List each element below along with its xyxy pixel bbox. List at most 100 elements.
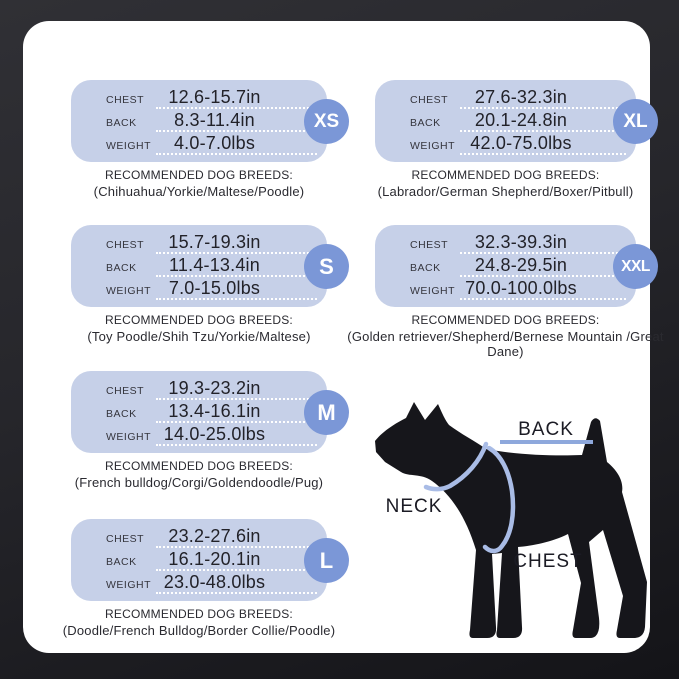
measurement-row: BACK 8.3-11.4in bbox=[106, 109, 317, 132]
breeds-list: (Doodle/French Bulldog/Border Collie/Poo… bbox=[62, 623, 336, 638]
size-block-m: CHEST 19.3-23.2in BACK 13.4-16.1in WEIGH… bbox=[71, 371, 349, 490]
dotted-rule: 42.0-75.0lbs bbox=[460, 130, 626, 155]
size-badge-xl: XL bbox=[613, 99, 658, 144]
back-value: 16.1-20.1in bbox=[168, 549, 261, 569]
breeds-list: (Golden retriever/Shepherd/Bernese Mount… bbox=[347, 329, 664, 359]
size-badge-xxl: XXL bbox=[613, 244, 658, 289]
weight-value: 4.0-7.0lbs bbox=[173, 133, 256, 153]
chest-value: 32.3-39.3in bbox=[474, 232, 568, 252]
measurement-row: WEIGHT 7.0-15.0lbs bbox=[106, 277, 317, 300]
weight-value: 23.0-48.0lbs bbox=[163, 572, 266, 592]
measurement-row: BACK 16.1-20.1in bbox=[106, 548, 317, 571]
chest-value: 27.6-32.3in bbox=[474, 87, 568, 107]
chest-strap-line bbox=[482, 445, 516, 554]
breeds-list: (French bulldog/Corgi/Goldendoodle/Pug) bbox=[74, 475, 324, 490]
breeds-note-l: RECOMMENDED DOG BREEDS: (Doodle/French B… bbox=[39, 607, 359, 638]
back-label: BACK bbox=[106, 116, 137, 129]
dotted-rule: 4.0-7.0lbs bbox=[156, 130, 317, 155]
measurement-row: CHEST 27.6-32.3in bbox=[410, 86, 626, 109]
back-label: BACK bbox=[410, 116, 441, 129]
recommended-heading: RECOMMENDED DOG BREEDS: bbox=[105, 313, 293, 327]
size-card-s: CHEST 15.7-19.3in BACK 11.4-13.4in WEIGH… bbox=[71, 225, 349, 307]
chest-label: CHEST bbox=[106, 532, 145, 545]
dotted-rule: 20.1-24.8in bbox=[460, 107, 626, 132]
chest-value: 19.3-23.2in bbox=[168, 378, 261, 398]
size-badge-s: S bbox=[304, 244, 349, 289]
diagram-back-label: BACK bbox=[518, 419, 574, 440]
measurement-row: BACK 24.8-29.5in bbox=[410, 254, 626, 277]
weight-label: WEIGHT bbox=[410, 139, 455, 152]
dotted-rule: 23.2-27.6in bbox=[156, 523, 317, 548]
back-label: BACK bbox=[410, 261, 441, 274]
dog-silhouette-graphic: BACK NECK CHEST bbox=[375, 402, 647, 638]
dotted-rule: 11.4-13.4in bbox=[156, 252, 317, 277]
measurement-row: CHEST 15.7-19.3in bbox=[106, 231, 317, 254]
dotted-rule: 15.7-19.3in bbox=[156, 229, 317, 254]
size-card-l: CHEST 23.2-27.6in BACK 16.1-20.1in WEIGH… bbox=[71, 519, 349, 601]
dotted-rule: 7.0-15.0lbs bbox=[156, 275, 317, 300]
breeds-note-xl: RECOMMENDED DOG BREEDS: (Labrador/German… bbox=[346, 168, 666, 199]
diagram-neck-label: NECK bbox=[386, 496, 443, 517]
back-value: 20.1-24.8in bbox=[474, 110, 568, 130]
measurement-row: WEIGHT 23.0-48.0lbs bbox=[106, 571, 317, 594]
recommended-heading: RECOMMENDED DOG BREEDS: bbox=[105, 168, 293, 182]
size-block-l: CHEST 23.2-27.6in BACK 16.1-20.1in WEIGH… bbox=[63, 519, 349, 638]
weight-label: WEIGHT bbox=[106, 139, 151, 152]
dotted-rule: 23.0-48.0lbs bbox=[156, 569, 317, 594]
weight-label: WEIGHT bbox=[106, 578, 151, 591]
size-card-m: CHEST 19.3-23.2in BACK 13.4-16.1in WEIGH… bbox=[71, 371, 349, 453]
weight-value: 14.0-25.0lbs bbox=[163, 424, 266, 444]
dotted-rule: 70.0-100.0lbs bbox=[460, 275, 626, 300]
dotted-rule: 32.3-39.3in bbox=[460, 229, 626, 254]
chest-label: CHEST bbox=[410, 93, 449, 106]
back-value: 8.3-11.4in bbox=[174, 110, 255, 130]
size-badge-m: M bbox=[304, 390, 349, 435]
size-block-xl: CHEST 27.6-32.3in BACK 20.1-24.8in WEIGH… bbox=[375, 80, 658, 199]
dotted-rule: 8.3-11.4in bbox=[156, 107, 317, 132]
chest-value: 12.6-15.7in bbox=[168, 87, 261, 107]
back-label: BACK bbox=[106, 407, 137, 420]
size-card-xxl: CHEST 32.3-39.3in BACK 24.8-29.5in WEIGH… bbox=[375, 225, 658, 307]
chest-label: CHEST bbox=[410, 238, 449, 251]
measurement-row: CHEST 19.3-23.2in bbox=[106, 377, 317, 400]
measurement-row: CHEST 23.2-27.6in bbox=[106, 525, 317, 548]
size-block-xxl: CHEST 32.3-39.3in BACK 24.8-29.5in WEIGH… bbox=[347, 225, 663, 359]
weight-label: WEIGHT bbox=[106, 284, 151, 297]
chest-label: CHEST bbox=[106, 238, 145, 251]
size-chart-panel: CHEST 12.6-15.7in BACK 8.3-11.4in WEIGHT… bbox=[23, 21, 663, 653]
breeds-note-xs: RECOMMENDED DOG BREEDS: (Chihuahua/Yorki… bbox=[39, 168, 359, 199]
diagram-chest-label: CHEST bbox=[513, 551, 582, 572]
measurement-row: WEIGHT 42.0-75.0lbs bbox=[410, 132, 626, 155]
dotted-rule: 14.0-25.0lbs bbox=[156, 421, 317, 446]
recommended-heading: RECOMMENDED DOG BREEDS: bbox=[105, 459, 293, 473]
size-card-xs: CHEST 12.6-15.7in BACK 8.3-11.4in WEIGHT… bbox=[71, 80, 349, 162]
chest-value: 15.7-19.3in bbox=[168, 232, 261, 252]
chest-label: CHEST bbox=[106, 93, 145, 106]
chest-value: 23.2-27.6in bbox=[168, 526, 261, 546]
size-block-s: CHEST 15.7-19.3in BACK 11.4-13.4in WEIGH… bbox=[71, 225, 349, 344]
breeds-list: (Chihuahua/Yorkie/Maltese/Poodle) bbox=[93, 184, 305, 199]
back-label: BACK bbox=[106, 261, 137, 274]
measurement-row: WEIGHT 14.0-25.0lbs bbox=[106, 423, 317, 446]
neck-strap-line bbox=[423, 441, 489, 492]
measurement-row: CHEST 32.3-39.3in bbox=[410, 231, 626, 254]
weight-label: WEIGHT bbox=[106, 430, 151, 443]
measurement-row: CHEST 12.6-15.7in bbox=[106, 86, 317, 109]
recommended-heading: RECOMMENDED DOG BREEDS: bbox=[105, 607, 293, 621]
size-badge-xs: XS bbox=[304, 99, 349, 144]
measurement-row: BACK 11.4-13.4in bbox=[106, 254, 317, 277]
breeds-note-s: RECOMMENDED DOG BREEDS: (Toy Poodle/Shih… bbox=[39, 313, 359, 344]
dotted-rule: 16.1-20.1in bbox=[156, 546, 317, 571]
weight-value: 42.0-75.0lbs bbox=[470, 133, 572, 153]
breeds-list: (Toy Poodle/Shih Tzu/Yorkie/Maltese) bbox=[87, 329, 311, 344]
measurement-row: WEIGHT 4.0-7.0lbs bbox=[106, 132, 317, 155]
measurement-row: BACK 20.1-24.8in bbox=[410, 109, 626, 132]
dotted-rule: 19.3-23.2in bbox=[156, 375, 317, 400]
size-badge-l: L bbox=[304, 538, 349, 583]
dog-measure-diagram: BACK NECK CHEST bbox=[368, 393, 668, 665]
dotted-rule: 24.8-29.5in bbox=[460, 252, 626, 277]
back-label: BACK bbox=[106, 555, 137, 568]
chest-label: CHEST bbox=[106, 384, 145, 397]
size-card-xl: CHEST 27.6-32.3in BACK 20.1-24.8in WEIGH… bbox=[375, 80, 658, 162]
dotted-rule: 27.6-32.3in bbox=[460, 84, 626, 109]
